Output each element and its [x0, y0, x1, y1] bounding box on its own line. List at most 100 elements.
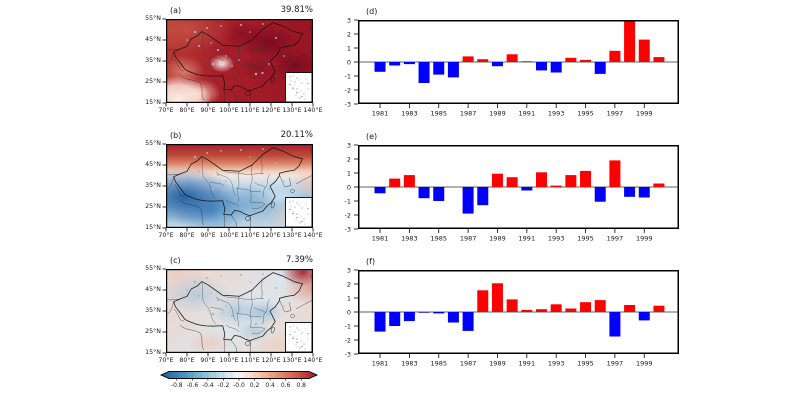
bar-1998: [624, 187, 636, 197]
map-x-tick-label: 140°E: [303, 357, 323, 364]
map-c-overlay: [162, 268, 314, 357]
bar-1986: [447, 312, 459, 323]
chart-x-tick-label: 1993: [548, 360, 565, 368]
map-x-tick-label: 110°E: [240, 232, 260, 239]
map-x-tick-label: 130°E: [282, 357, 302, 364]
colorbar-tick-label: 0.6: [281, 382, 291, 389]
chart-d-plot: 3 2 1 0 -1 -2 -3 1981 1983 1985 1987 1989 1991 1993 19…: [345, 16, 679, 118]
chart-y-tick-label: 3: [347, 266, 351, 274]
map-b-overlay: [162, 143, 314, 232]
bar-1982: [389, 62, 401, 66]
bar-1989: [491, 283, 503, 312]
bar-1997: [609, 160, 621, 187]
bar-1985: [433, 312, 445, 314]
bar-1997: [609, 50, 621, 62]
map-y-tick-label: 55°N: [145, 140, 161, 147]
chart-x-tick-label: 1999: [636, 360, 653, 368]
map-a-overlay: [162, 18, 314, 107]
bar-1983: [403, 175, 415, 187]
chart-y-tick-label: -3: [345, 100, 351, 108]
chart-x-tick-label: 1995: [577, 235, 594, 243]
map-y-tick-label: 25°N: [145, 328, 161, 335]
colorbar: -0.8 -0.6 -0.4 -0.2 -0.0 0.2 0.4 0.6 0.8: [159, 371, 319, 389]
bar-1987: [462, 56, 474, 62]
chart-x-tick-label: 1995: [577, 110, 594, 118]
map-x-tick-label: 80°E: [179, 107, 195, 114]
chart-x-tick-label: 1987: [460, 235, 477, 243]
chart-y-tick-label: 3: [347, 16, 351, 24]
bar-1991: [521, 187, 533, 191]
chart-y-tick-label: 0: [347, 58, 351, 66]
chart-y-tick-label: 0: [347, 308, 351, 316]
chart-y-tick-label: 1: [347, 44, 351, 52]
bar-1986: [447, 62, 459, 78]
map-x-tick-label: 130°E: [282, 107, 302, 114]
chart-f-plot: 3 2 1 0 -1 -2 -3 1981 1983 1985 1987 1989 1991 1993 19…: [345, 266, 679, 368]
bar-1992: [536, 309, 547, 312]
map-x-tick-label: 100°E: [219, 232, 239, 239]
bar-1983: [403, 312, 415, 322]
chart-x-tick-label: 1989: [489, 360, 506, 368]
chart-x-tick-label: 1989: [489, 110, 506, 118]
chart-x-tick-label: 1997: [607, 235, 624, 243]
bar-1996: [594, 62, 606, 74]
bar-1998: [624, 21, 636, 62]
map-x-tick-label: 110°E: [240, 107, 260, 114]
bar-1987: [462, 187, 474, 214]
map-panel-a: 55°N 45°N 35°N 25°N 15°N 70°E 80°E 90°E 100°E 110…: [145, 15, 322, 114]
bar-1993: [550, 304, 562, 312]
bar-1981: [374, 187, 386, 194]
chart-x-tick-label: 1983: [401, 110, 418, 118]
colorbar-tick-label: 0.2: [250, 382, 260, 389]
chart-y-tick-label: -3: [345, 225, 351, 233]
bar-2000: [653, 57, 665, 62]
map-x-tick-label: 120°E: [261, 357, 281, 364]
chart-y-tick-label: -2: [345, 336, 351, 344]
map-x-tick-label: 140°E: [303, 107, 323, 114]
map-x-tick-label: 110°E: [240, 357, 260, 364]
chart-x-tick-label: 1991: [519, 360, 536, 368]
bar-1992: [536, 62, 547, 71]
bar-1984: [418, 187, 430, 199]
bar-1983: [403, 62, 415, 65]
bar-1991: [521, 309, 533, 312]
colorbar-gradient-bar: [159, 371, 319, 379]
bar-1985: [433, 187, 445, 201]
map-x-tick-label: 120°E: [261, 232, 281, 239]
chart-x-tick-label: 1989: [489, 235, 506, 243]
map-y-tick-label: 25°N: [145, 203, 161, 210]
chart-x-tick-label: 1995: [577, 360, 594, 368]
panel-label-d: (d): [366, 7, 378, 16]
chart-x-tick-label: 1981: [372, 360, 389, 368]
bar-1990: [506, 177, 518, 187]
map-x-tick-label: 100°E: [219, 107, 239, 114]
panel-label-e: (e): [366, 132, 378, 141]
map-x-tick-label: 100°E: [219, 357, 239, 364]
variance-label-b: 20.11%: [280, 130, 313, 140]
colorbar-tick-label: -0.6: [186, 382, 198, 389]
colorbar-tick-label: 0.8: [296, 382, 306, 389]
bar-1988: [477, 59, 489, 62]
chart-x-tick-label: 1999: [636, 110, 653, 118]
chart-y-tick-label: -1: [345, 322, 351, 330]
map-x-tick-label: 80°E: [179, 357, 195, 364]
bar-1995: [580, 170, 592, 187]
map-y-tick-label: 15°N: [145, 99, 161, 106]
map-x-tick-label: 70°E: [158, 232, 174, 239]
bar-1994: [565, 308, 577, 312]
panel-label-f: (f): [366, 257, 376, 266]
map-y-tick-label: 45°N: [145, 36, 161, 43]
bar-1981: [374, 312, 386, 332]
chart-y-tick-label: 1: [347, 169, 351, 177]
chart-x-tick-label: 1993: [548, 235, 565, 243]
chart-y-tick-label: 0: [347, 183, 351, 191]
map-x-tick-label: 120°E: [261, 107, 281, 114]
map-y-tick-label: 45°N: [145, 161, 161, 168]
bar-2000: [653, 305, 665, 312]
chart-x-tick-label: 1981: [372, 235, 389, 243]
chart-y-tick-label: -1: [345, 72, 351, 80]
bar-1992: [536, 172, 547, 187]
bar-1989: [491, 173, 503, 187]
chart-y-tick-label: -1: [345, 197, 351, 205]
bar-1993: [550, 62, 562, 73]
